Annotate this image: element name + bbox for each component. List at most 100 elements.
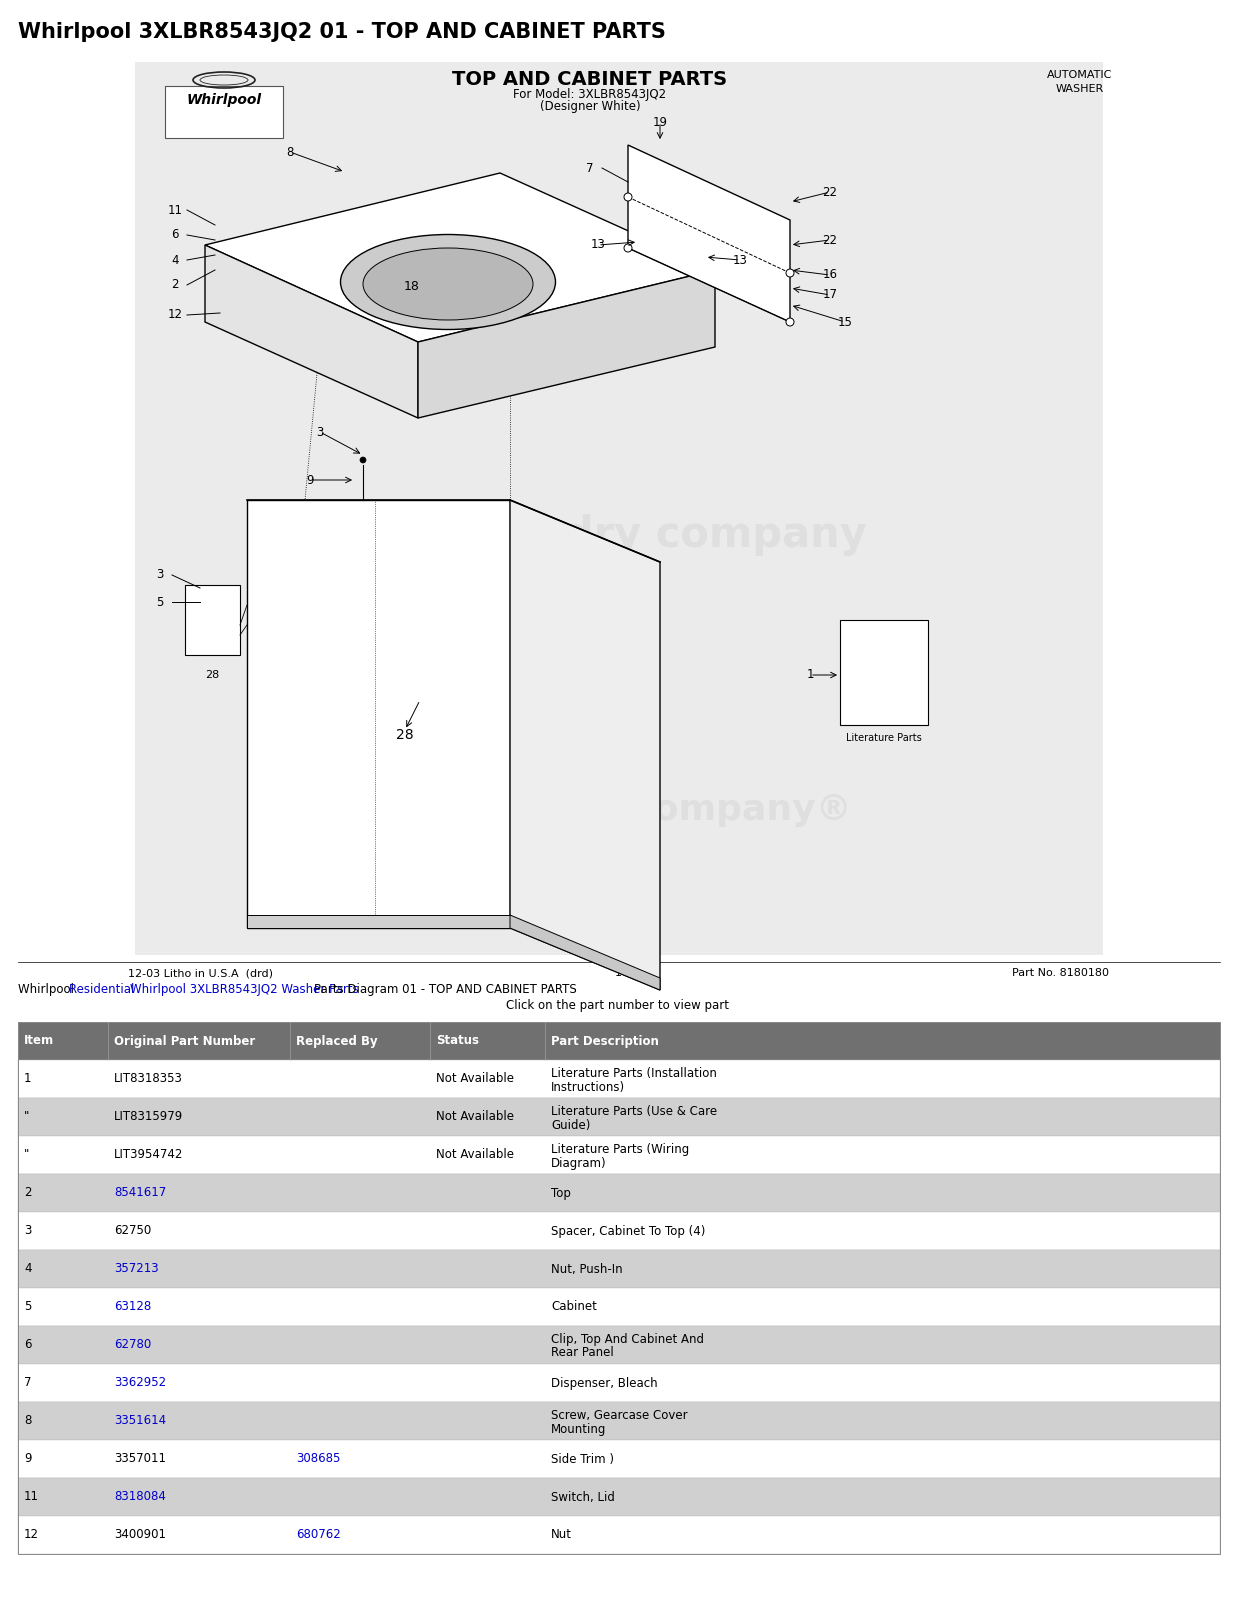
Text: Clip, Top And Cabinet And: Clip, Top And Cabinet And (550, 1333, 704, 1346)
Text: Literature Parts (Wiring: Literature Parts (Wiring (550, 1142, 689, 1155)
Text: 15: 15 (837, 315, 852, 328)
Text: 5: 5 (24, 1301, 31, 1314)
Bar (19, 1478, 1220, 1517)
Text: 22: 22 (823, 234, 837, 246)
Text: 3357011: 3357011 (114, 1453, 166, 1466)
Text: 1: 1 (24, 1072, 31, 1085)
Ellipse shape (623, 194, 632, 202)
Text: Screw, Gearcase Cover: Screw, Gearcase Cover (550, 1408, 688, 1421)
Bar (19, 1098, 1220, 1136)
Text: ": " (24, 1149, 30, 1162)
Text: Whirlpool: Whirlpool (19, 982, 78, 995)
Polygon shape (247, 915, 510, 928)
Ellipse shape (785, 318, 794, 326)
Text: 16: 16 (823, 269, 837, 282)
Text: Whirlpool 3XLBR8543JQ2 Washer Parts: Whirlpool 3XLBR8543JQ2 Washer Parts (130, 982, 362, 995)
Text: Dispenser, Bleach: Dispenser, Bleach (550, 1376, 658, 1389)
Bar (19, 1213, 1220, 1250)
Text: ": " (24, 1110, 30, 1123)
Text: Part Description: Part Description (550, 1035, 659, 1048)
Text: 8: 8 (286, 146, 293, 158)
Text: 4: 4 (171, 253, 179, 267)
Text: 12: 12 (24, 1528, 40, 1541)
Text: Top: Top (550, 1187, 570, 1200)
Text: 3400901: 3400901 (114, 1528, 166, 1541)
Text: 2: 2 (24, 1187, 31, 1200)
Polygon shape (510, 915, 661, 990)
Polygon shape (247, 499, 510, 928)
Text: 680762: 680762 (296, 1528, 340, 1541)
Text: Switch, Lid: Switch, Lid (550, 1491, 615, 1504)
Bar (135, 62, 1103, 955)
Bar (19, 1136, 1220, 1174)
Text: 6: 6 (24, 1339, 31, 1352)
Text: Literature Parts: Literature Parts (846, 733, 922, 742)
Polygon shape (205, 245, 418, 418)
Text: 6: 6 (171, 229, 179, 242)
Bar (19, 1440, 1220, 1478)
Text: 1: 1 (807, 669, 814, 682)
Text: For Model: 3XLBR8543JQ2: For Model: 3XLBR8543JQ2 (513, 88, 667, 101)
Text: 4: 4 (24, 1262, 31, 1275)
Text: LIT8315979: LIT8315979 (114, 1110, 183, 1123)
Text: 3: 3 (317, 426, 324, 438)
Text: Parts Diagram 01 - TOP AND CABINET PARTS: Parts Diagram 01 - TOP AND CABINET PARTS (314, 982, 576, 995)
Text: Original Part Number: Original Part Number (114, 1035, 255, 1048)
Text: Not Available: Not Available (435, 1149, 515, 1162)
Text: Residential: Residential (69, 982, 139, 995)
Text: Nut: Nut (550, 1528, 571, 1541)
Text: 8541617: 8541617 (114, 1187, 166, 1200)
Text: Item: Item (24, 1035, 54, 1048)
Text: 12: 12 (167, 309, 183, 322)
Text: 1: 1 (615, 968, 621, 978)
Text: 2: 2 (171, 278, 179, 291)
Text: 7: 7 (24, 1376, 31, 1389)
Text: 18: 18 (404, 280, 419, 293)
Text: 3: 3 (156, 568, 163, 581)
Text: LIT3954742: LIT3954742 (114, 1149, 183, 1162)
Ellipse shape (785, 269, 794, 277)
Text: 11: 11 (24, 1491, 40, 1504)
Text: Literature Parts (Installation: Literature Parts (Installation (550, 1067, 717, 1080)
Bar (19, 1402, 1220, 1440)
Bar (19, 1363, 1220, 1402)
Ellipse shape (623, 243, 632, 251)
Ellipse shape (362, 248, 533, 320)
Polygon shape (628, 146, 790, 322)
Text: Click on the part number to view part: Click on the part number to view part (506, 998, 730, 1013)
Text: Literature Parts (Use & Care: Literature Parts (Use & Care (550, 1104, 717, 1117)
Text: 8318084: 8318084 (114, 1491, 166, 1504)
Text: Status: Status (435, 1035, 479, 1048)
Text: Whirlpool: Whirlpool (187, 93, 261, 107)
Text: Cabinet: Cabinet (550, 1301, 597, 1314)
Text: Nut, Push-In: Nut, Push-In (550, 1262, 622, 1275)
Bar (19, 1022, 1220, 1059)
Text: LIT8318353: LIT8318353 (114, 1072, 183, 1085)
Text: 11: 11 (167, 203, 183, 216)
Text: 17: 17 (823, 288, 837, 301)
Bar (19, 1326, 1220, 1363)
Polygon shape (510, 499, 661, 990)
Bar (19, 1174, 1220, 1213)
Text: Part No. 8180180: Part No. 8180180 (1012, 968, 1108, 978)
Bar (19, 1288, 1220, 1326)
Text: Replaced By: Replaced By (296, 1035, 377, 1048)
Text: 63128: 63128 (114, 1301, 151, 1314)
Text: Diagram): Diagram) (550, 1157, 606, 1170)
Text: 9: 9 (24, 1453, 31, 1466)
Text: 7: 7 (586, 162, 594, 174)
Text: 5: 5 (156, 595, 163, 608)
Polygon shape (205, 173, 715, 342)
Text: Guide): Guide) (550, 1118, 590, 1131)
Ellipse shape (360, 458, 366, 462)
Text: 22: 22 (823, 186, 837, 198)
Text: 62780: 62780 (114, 1339, 151, 1352)
Polygon shape (418, 270, 715, 418)
Text: 8: 8 (24, 1414, 31, 1427)
Text: Mounting: Mounting (550, 1422, 606, 1435)
Bar (19, 1250, 1220, 1288)
Text: 3351614: 3351614 (114, 1414, 166, 1427)
Text: 9: 9 (307, 474, 314, 486)
Text: 28: 28 (205, 670, 219, 680)
Text: 13: 13 (590, 238, 605, 251)
